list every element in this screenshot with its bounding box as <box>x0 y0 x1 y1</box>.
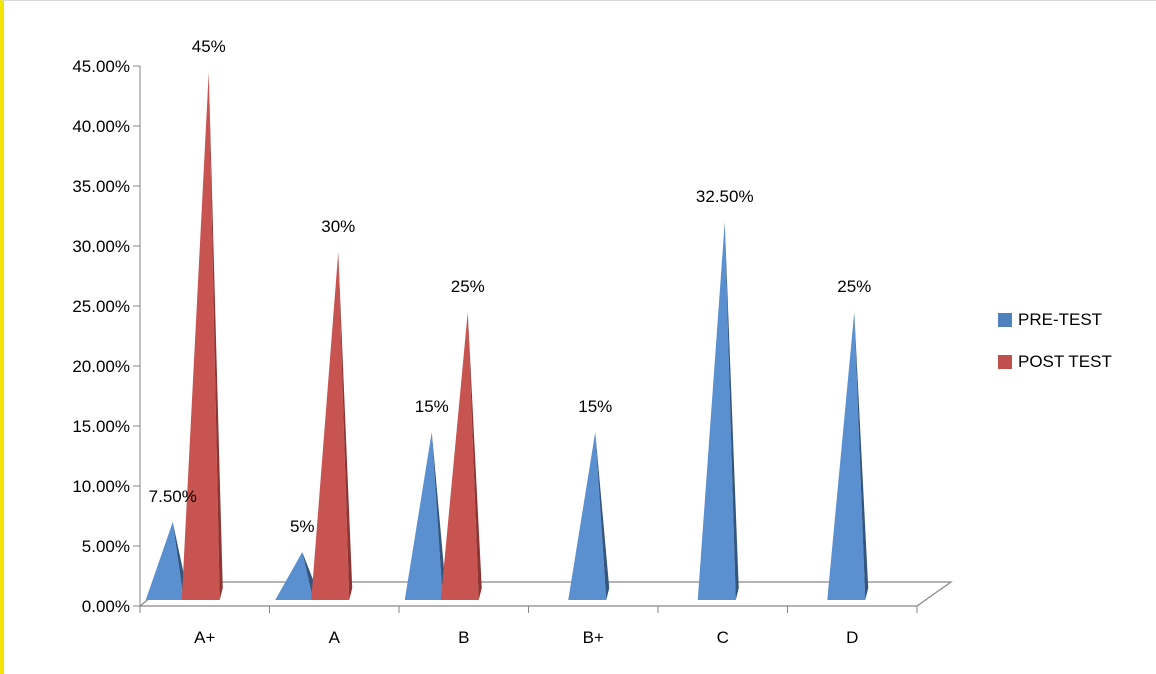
bar-post-test-a <box>311 252 350 600</box>
chart-labels: 0.00% 5.00% 10.00% 15.00% 20.00% 25.00% 30.00%… <box>72 37 871 647</box>
y-tick-label: 10.00% <box>72 477 130 496</box>
x-tick-label: B <box>458 628 469 647</box>
legend-label-post-test: POST TEST <box>1018 352 1112 371</box>
x-tick-label: D <box>846 628 858 647</box>
bar-pre-test-a-plus <box>145 522 184 600</box>
data-label-pre-test-a: 5% <box>290 517 315 536</box>
bar-pre-test-c <box>697 222 736 600</box>
bar-pre-test-b-plus <box>568 432 607 600</box>
data-label-post-test-a-plus: 45% <box>192 37 226 56</box>
bar-post-test-b <box>440 312 479 600</box>
bar-side-pre-test-c <box>724 222 739 600</box>
x-tick-label: A+ <box>194 628 215 647</box>
y-tick-label: 35.00% <box>72 177 130 196</box>
data-label-pre-test-d: 25% <box>837 277 871 296</box>
legend-swatch-post-test <box>998 355 1012 369</box>
legend: PRE-TEST POST TEST <box>998 305 1112 389</box>
y-tick-label: 45.00% <box>72 57 130 76</box>
legend-label-pre-test: PRE-TEST <box>1018 310 1103 329</box>
data-label-post-test-b: 25% <box>451 277 485 296</box>
x-tick-label: B+ <box>583 628 604 647</box>
x-tick-label: C <box>717 628 729 647</box>
y-tick-label: 5.00% <box>82 537 130 556</box>
bar-pre-test-d <box>827 312 866 600</box>
bar-pre-test-a <box>275 552 314 600</box>
bar-side-post-test-b <box>467 312 482 600</box>
bar-side-pre-test-d <box>854 312 869 600</box>
y-tick-label: 20.00% <box>72 357 130 376</box>
data-label-pre-test-b: 15% <box>415 397 449 416</box>
data-label-pre-test-c: 32.50% <box>696 187 754 206</box>
data-label-post-test-a: 30% <box>321 217 355 236</box>
y-tick-label: 0.00% <box>82 597 130 616</box>
bar-side-pre-test-b-plus <box>595 432 610 600</box>
bar-post-test-a-plus <box>181 72 220 600</box>
y-tick-label: 40.00% <box>72 117 130 136</box>
bar-side-pre-test-b <box>431 432 446 600</box>
y-tick-label: 15.00% <box>72 417 130 436</box>
bar-pre-test-b <box>404 432 443 600</box>
data-label-pre-test-a-plus: 7.50% <box>149 487 197 506</box>
bar-side-post-test-a <box>338 252 353 600</box>
x-tick-label: A <box>329 628 341 647</box>
legend-item-post-test: POST TEST <box>998 347 1112 377</box>
chart-marks <box>145 72 869 600</box>
y-tick-label: 25.00% <box>72 297 130 316</box>
axes <box>133 65 953 613</box>
y-tick-label: 30.00% <box>72 237 130 256</box>
legend-swatch-pre-test <box>998 313 1012 327</box>
legend-item-pre-test: PRE-TEST <box>998 305 1112 335</box>
bar-side-post-test-a-plus <box>208 72 223 600</box>
data-label-pre-test-b-plus: 15% <box>578 397 612 416</box>
